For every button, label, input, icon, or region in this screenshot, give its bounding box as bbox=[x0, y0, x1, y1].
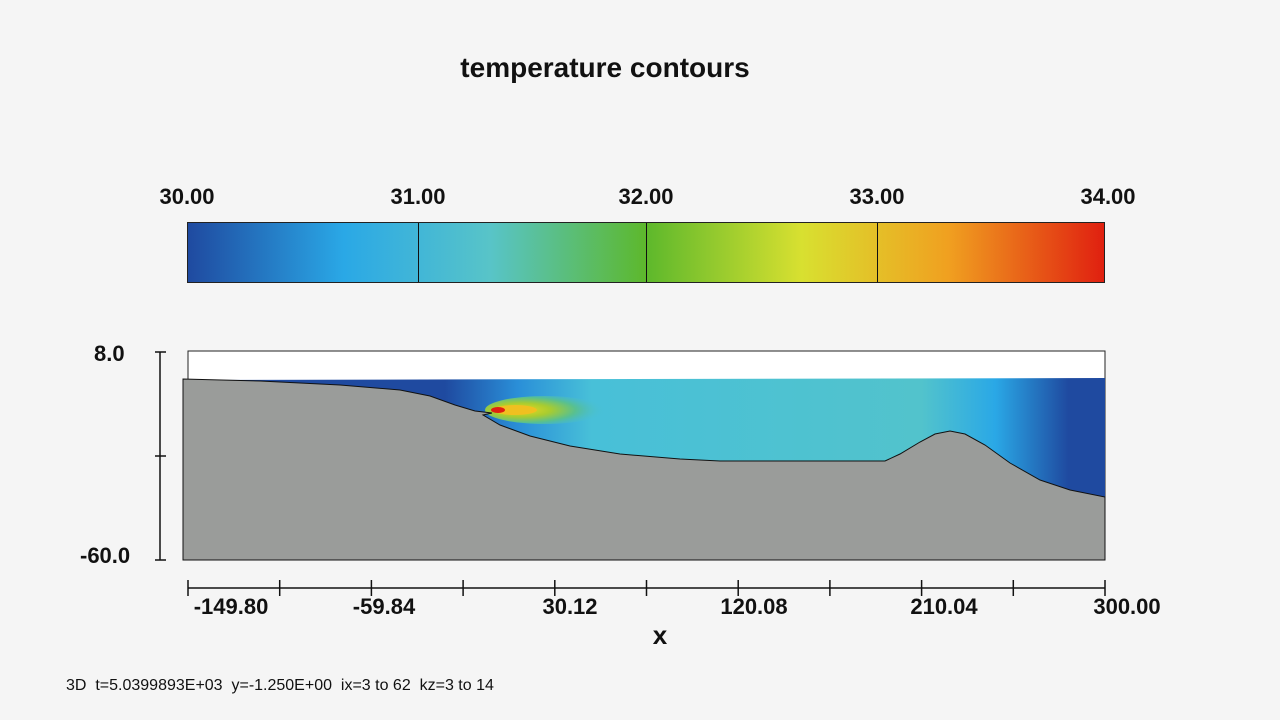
plume-warm-region bbox=[485, 396, 605, 424]
plume-hotspot bbox=[491, 407, 505, 413]
colorbar-label-32: 32.00 bbox=[618, 184, 674, 209]
x-ticks bbox=[187, 580, 1106, 596]
colorbar-tick-32 bbox=[646, 223, 647, 282]
y-tick-label-bottom: -60.0 bbox=[80, 543, 131, 568]
colorbar-label-33: 33.00 bbox=[849, 184, 905, 209]
colorbar-tick-31 bbox=[418, 223, 419, 282]
plume-core bbox=[493, 405, 537, 415]
x-tick-label-0: -149.80 bbox=[193, 594, 269, 619]
x-tick-label-2: 30.12 bbox=[542, 594, 598, 619]
colorbar-label-31: 31.00 bbox=[390, 184, 446, 209]
colorbar-tick-33 bbox=[877, 223, 878, 282]
x-tick-label-1: -59.84 bbox=[352, 594, 416, 619]
x-tick-label-5: 300.00 bbox=[1093, 594, 1161, 619]
x-tick-label-3: 120.08 bbox=[720, 594, 788, 619]
footer-info: 3D t=5.0399893E+03 y=-1.250E+00 ix=3 to … bbox=[66, 677, 494, 694]
colorbar-label-30: 30.00 bbox=[159, 184, 215, 209]
terrain-bathymetry bbox=[182, 378, 1106, 561]
colorbar-label-34: 34.00 bbox=[1080, 184, 1136, 209]
chart-title: temperature contours bbox=[460, 52, 750, 83]
x-axis-title: x bbox=[652, 620, 668, 650]
x-tick-label-4: 210.04 bbox=[910, 594, 978, 619]
colorbar bbox=[187, 222, 1105, 283]
y-tick-label-top: 8.0 bbox=[94, 341, 125, 366]
